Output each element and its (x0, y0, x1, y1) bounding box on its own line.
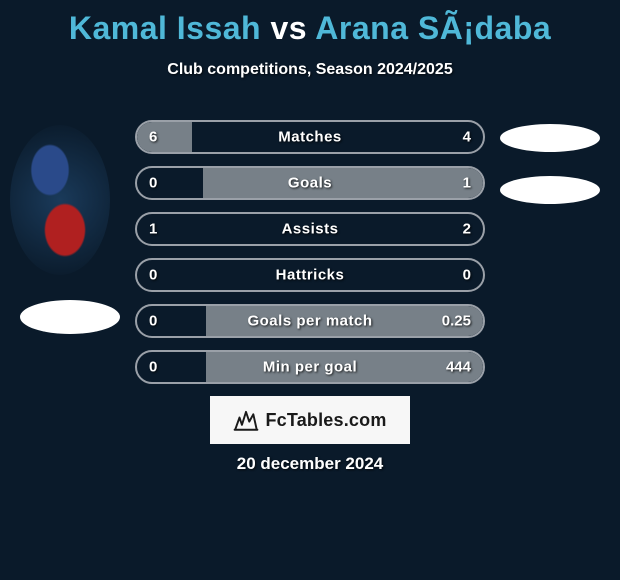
player1-badge (20, 300, 120, 334)
stat-row-min-per-goal: 0 Min per goal 444 (135, 350, 485, 384)
comparison-card: Kamal Issah vs Arana SÃ¡daba Club compet… (0, 0, 620, 580)
player2-badge-1 (500, 124, 600, 152)
date-text: 20 december 2024 (0, 454, 620, 474)
stat-row-hattricks: 0 Hattricks 0 (135, 258, 485, 292)
stat-right-value: 1 (463, 175, 471, 192)
fctables-logo-text: FcTables.com (265, 410, 386, 431)
stat-left-fill (137, 122, 192, 152)
stat-left-value: 0 (149, 359, 157, 376)
stat-right-value: 0 (463, 267, 471, 284)
stat-left-value: 6 (149, 129, 157, 146)
stat-left-value: 0 (149, 313, 157, 330)
stat-left-value: 0 (149, 175, 157, 192)
vs-separator: vs (270, 10, 307, 46)
page-title: Kamal Issah vs Arana SÃ¡daba (0, 0, 620, 47)
stats-bars: 6 Matches 4 0 Goals 1 1 Assists 2 0 Hatt… (135, 120, 485, 396)
player1-avatar-image (10, 125, 110, 275)
stat-label: Assists (282, 221, 339, 238)
stat-label: Min per goal (263, 359, 357, 376)
stat-right-fill (203, 168, 483, 198)
fctables-logo-icon (233, 407, 259, 433)
stat-right-value: 4 (463, 129, 471, 146)
stat-label: Goals (288, 175, 332, 192)
stat-right-value: 444 (446, 359, 471, 376)
stat-left-value: 0 (149, 267, 157, 284)
stat-row-assists: 1 Assists 2 (135, 212, 485, 246)
subtitle: Club competitions, Season 2024/2025 (0, 61, 620, 79)
stat-row-goals-per-match: 0 Goals per match 0.25 (135, 304, 485, 338)
stat-left-value: 1 (149, 221, 157, 238)
stat-label: Hattricks (276, 267, 345, 284)
stat-label: Goals per match (247, 313, 372, 330)
stat-row-matches: 6 Matches 4 (135, 120, 485, 154)
stat-label: Matches (278, 129, 342, 146)
fctables-logo: FcTables.com (210, 396, 410, 444)
player2-name: Arana SÃ¡daba (315, 10, 551, 46)
player1-name: Kamal Issah (69, 10, 261, 46)
player1-avatar (10, 125, 110, 275)
stat-right-value: 2 (463, 221, 471, 238)
stat-row-goals: 0 Goals 1 (135, 166, 485, 200)
player2-badge-2 (500, 176, 600, 204)
stat-right-value: 0.25 (442, 313, 471, 330)
